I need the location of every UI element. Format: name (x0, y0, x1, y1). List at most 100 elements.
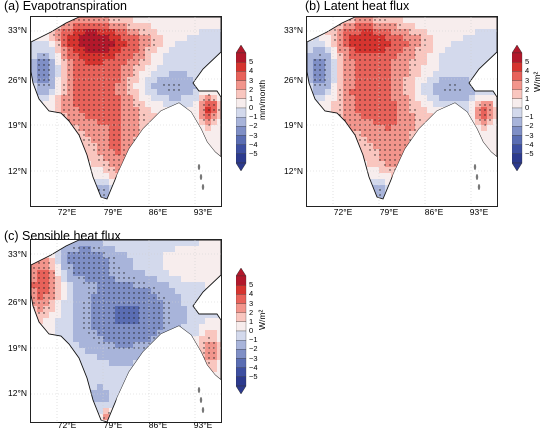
stipple-dot (133, 34, 135, 36)
grid-cell (145, 264, 152, 271)
stipple-dot (394, 84, 396, 86)
stipple-dot (88, 267, 90, 269)
grid-cell (451, 83, 458, 90)
stipple-dot (389, 149, 391, 151)
grid-cell (145, 246, 152, 253)
grid-cell (49, 53, 56, 60)
grid-cell (319, 47, 326, 54)
grid-cell (91, 342, 98, 349)
grid-cell (145, 95, 152, 102)
lat-tick: 33°N (284, 25, 303, 35)
grid-cell (133, 77, 140, 84)
grid-cell (79, 312, 86, 319)
stipple-dot (369, 49, 371, 51)
grid-cell (169, 258, 176, 265)
grid-cell (169, 59, 176, 66)
stipple-dot (93, 139, 95, 141)
stipple-dot (78, 59, 80, 61)
grid-cell (193, 264, 200, 271)
grid-cell (127, 89, 134, 96)
grid-cell (421, 23, 428, 30)
stipple-dot (419, 44, 421, 46)
grid-cell (211, 131, 218, 138)
grid-cell (403, 95, 410, 102)
stipple-dot (93, 19, 95, 21)
colorbar-segment (511, 135, 523, 145)
stipple-dot (38, 292, 40, 294)
grid-cell (193, 312, 200, 319)
stipple-dot (83, 29, 85, 31)
grid-cell (169, 318, 176, 325)
grid-cell (415, 17, 422, 24)
grid-cell (163, 312, 170, 319)
stipple-dot (48, 267, 50, 269)
grid-cell (199, 312, 206, 319)
grid-cell (379, 143, 386, 150)
grid-cell (67, 246, 74, 253)
stipple-dot (108, 24, 110, 26)
grid-cell (373, 29, 380, 36)
stipple-dot (359, 94, 361, 96)
grid-cell (163, 83, 170, 90)
grid-cell (97, 41, 104, 48)
stipple-dot (369, 119, 371, 121)
grid-cell (85, 258, 92, 265)
grid-cell (139, 89, 146, 96)
stipple-dot (138, 119, 140, 121)
grid-cell (127, 354, 134, 361)
grid-cell (73, 246, 80, 253)
stipple-dot (103, 129, 105, 131)
stipple-dot (88, 262, 90, 264)
grid-cell (457, 83, 464, 90)
grid-cell (337, 59, 344, 66)
stipple-dot (78, 277, 80, 279)
grid-cell (115, 89, 122, 96)
grid-cell (115, 390, 122, 397)
stipple-dot (88, 109, 90, 111)
stipple-dot (143, 337, 145, 339)
stipple-dot (113, 34, 115, 36)
stipple-dot (369, 39, 371, 41)
grid-cell (469, 23, 476, 30)
stipple-dot (168, 89, 170, 91)
grid-cell (367, 95, 374, 102)
stipple-dot (379, 39, 381, 41)
stipple-dot (128, 144, 130, 146)
island (199, 174, 203, 180)
grid-cell (151, 312, 158, 319)
grid-cell (55, 101, 62, 108)
stipple-dot (98, 322, 100, 324)
grid-cell (469, 65, 476, 72)
grid-cell (187, 306, 194, 313)
grid-cell (67, 47, 74, 54)
stipple-dot (364, 134, 366, 136)
grid-cell (187, 95, 194, 102)
stipple-dot (93, 307, 95, 309)
stipple-dot (143, 59, 145, 61)
grid-cell (157, 294, 164, 301)
grid-cell (139, 125, 146, 132)
stipple-dot (83, 119, 85, 121)
grid-cell (103, 65, 110, 72)
colorbar-tick: −2 (525, 121, 534, 131)
stipple-dot (113, 44, 115, 46)
grid-cell (205, 324, 212, 331)
grid-cell (163, 240, 170, 247)
grid-cell (133, 300, 140, 307)
colorbar-segment (235, 349, 247, 359)
grid-cell (139, 330, 146, 337)
grid-cell (307, 47, 314, 54)
grid-cell (157, 53, 164, 60)
stipple-dot (73, 252, 75, 254)
grid-cell (379, 179, 386, 186)
grid-cell (145, 41, 152, 48)
grid-cell (103, 336, 110, 343)
stipple-dot (78, 39, 80, 41)
stipple-dot (344, 29, 346, 31)
grid-cell (355, 119, 362, 126)
grid-cell (367, 83, 374, 90)
grid-cell (91, 161, 98, 168)
stipple-dot (404, 114, 406, 116)
stipple-dot (324, 84, 326, 86)
grid-cell (139, 318, 146, 325)
